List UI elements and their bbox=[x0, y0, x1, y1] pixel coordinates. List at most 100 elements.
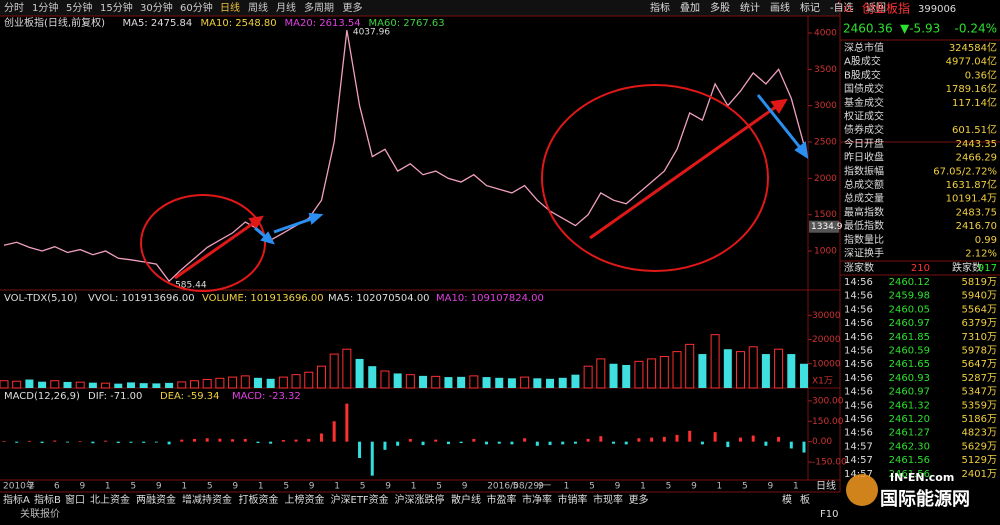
volume-bar bbox=[571, 374, 580, 388]
stat-label: 指数量比 bbox=[844, 233, 884, 246]
volume-bar bbox=[152, 383, 161, 388]
stat-label: 国债成交 bbox=[844, 82, 884, 95]
volume-bar bbox=[405, 374, 415, 389]
x-tick-label: 9 bbox=[156, 482, 162, 492]
period-tab[interactable]: 30分钟 bbox=[140, 1, 173, 14]
bottom-tab[interactable]: 市盈率 bbox=[487, 493, 517, 506]
bottom-tab[interactable]: 散户线 bbox=[451, 493, 481, 506]
bottom-tab[interactable]: 指标B bbox=[34, 493, 61, 506]
annotations bbox=[140, 84, 809, 292]
bottom-tab[interactable]: 沪深ETF资金 bbox=[331, 493, 389, 506]
volume-bar bbox=[38, 381, 47, 388]
tick-volume: 5287万 bbox=[962, 373, 997, 384]
period-tab[interactable]: 60分钟 bbox=[180, 1, 213, 14]
bottom-tab[interactable]: 市净率 bbox=[522, 493, 552, 506]
bottom-tab[interactable]: 北上资金 bbox=[90, 493, 130, 506]
y-tick-label: -150.00 bbox=[812, 458, 847, 468]
volume-bar bbox=[63, 381, 72, 388]
period-tab[interactable]: 更多 bbox=[343, 1, 363, 14]
x-tick-label: 9 bbox=[462, 482, 468, 492]
ma-label: MA60: 2767.63 bbox=[369, 18, 445, 29]
tool-button[interactable]: 指标 bbox=[650, 1, 670, 14]
tick-price: 2462.30 bbox=[889, 441, 930, 452]
period-tab[interactable]: 5分钟 bbox=[66, 1, 92, 14]
period-tab[interactable]: 1分钟 bbox=[32, 1, 58, 14]
bottom-tab[interactable]: 增减持资金 bbox=[182, 493, 232, 506]
volume-bar bbox=[507, 378, 516, 388]
x-tick-label: 2016/08/29/一 bbox=[487, 482, 551, 492]
tool-button[interactable]: 多股 bbox=[710, 1, 730, 14]
volume-bar bbox=[202, 379, 212, 389]
tick-volume: 5978万 bbox=[962, 346, 997, 357]
bottom-tab[interactable]: 两融资金 bbox=[136, 493, 176, 506]
breadth: 涨家数 bbox=[844, 261, 874, 274]
stat-label: 指数振幅 bbox=[844, 164, 884, 177]
watermark: IN-EN.com 国际能源网 bbox=[846, 471, 970, 510]
bottom-tab[interactable]: 更多 bbox=[629, 493, 649, 506]
bottom-tab[interactable]: 打板资金 bbox=[239, 493, 279, 506]
y-tick-label: 3000 bbox=[814, 101, 837, 111]
bottom-button[interactable]: 板 bbox=[800, 493, 810, 506]
stat-value: 0.36亿 bbox=[965, 68, 997, 81]
bottom-tab[interactable]: 市销率 bbox=[558, 493, 588, 506]
bottom-tab[interactable]: 沪深涨跌停 bbox=[395, 493, 445, 506]
period-tab[interactable]: 月线 bbox=[276, 1, 296, 14]
volume-bar bbox=[647, 358, 657, 389]
period-tab[interactable]: 15分钟 bbox=[100, 1, 133, 14]
y-tick-label: 30000 bbox=[812, 311, 841, 321]
tool-button[interactable]: 返回 bbox=[866, 2, 886, 14]
volume-bar bbox=[609, 363, 618, 388]
stat-value: 0.99 bbox=[975, 235, 997, 246]
stat-label: 总成交额 bbox=[844, 178, 884, 191]
volume-bar bbox=[444, 377, 453, 388]
bottom-tab[interactable]: 市现率 bbox=[593, 493, 623, 506]
stat-label: 深总市值 bbox=[844, 41, 884, 54]
volume-bar bbox=[240, 375, 250, 389]
tool-button[interactable]: -自选 bbox=[830, 1, 854, 14]
breadth: 跌家数 bbox=[952, 261, 982, 274]
x-tick-label: 5 bbox=[436, 482, 442, 492]
bottom-button[interactable]: F10 bbox=[820, 509, 838, 520]
macd-stat: MACD: -23.32 bbox=[232, 391, 301, 402]
tick-time: 14:56 bbox=[844, 400, 873, 411]
stat-value: 2.12% bbox=[965, 249, 997, 260]
volume-bar bbox=[495, 377, 504, 388]
breadth: 917 bbox=[978, 263, 997, 274]
y-tick-label: 10000 bbox=[812, 359, 841, 369]
tool-button[interactable]: 统计 bbox=[740, 1, 760, 14]
bottom-tab[interactable]: 指标A bbox=[3, 493, 30, 506]
tool-button[interactable]: 画线 bbox=[770, 1, 790, 14]
tool-button[interactable]: 叠加 bbox=[680, 2, 700, 14]
tick-volume: 5819万 bbox=[962, 277, 997, 288]
stat-value: 2416.70 bbox=[956, 221, 997, 232]
panel-borders bbox=[0, 0, 1000, 493]
stat-value: 324584亿 bbox=[949, 41, 997, 54]
stat-label: B股成交 bbox=[844, 68, 881, 81]
volume-bar bbox=[596, 358, 606, 389]
ma-label: MA20: 2613.54 bbox=[285, 18, 361, 29]
period-tab[interactable]: 日线 bbox=[220, 1, 240, 14]
bottom-tab[interactable]: 上榜资金 bbox=[285, 493, 325, 506]
stat-value: 4977.04亿 bbox=[946, 55, 997, 68]
toolbar-bg bbox=[0, 0, 840, 16]
y-tick-label: 2500 bbox=[814, 138, 837, 148]
bottom-button[interactable]: 模 bbox=[782, 494, 792, 506]
volume-bar bbox=[355, 358, 364, 388]
period-tab[interactable]: 多周期 bbox=[304, 1, 334, 14]
period-tab[interactable]: 分时 bbox=[4, 2, 24, 14]
tick-time: 14:56 bbox=[844, 304, 873, 315]
volume-bar bbox=[25, 379, 34, 388]
volume-bar bbox=[546, 378, 555, 388]
bottom-strip[interactable]: 关联报价 bbox=[20, 507, 60, 520]
tick-price: 2460.97 bbox=[889, 318, 930, 329]
stat-value: 1631.87亿 bbox=[946, 178, 997, 191]
bottom-tab[interactable]: 窗口 bbox=[65, 493, 85, 506]
macd-stat: DEA: -59.34 bbox=[160, 391, 219, 402]
x-tick-label: 9 bbox=[309, 482, 315, 492]
tool-button[interactable]: 标记 bbox=[800, 2, 820, 14]
volume-bar bbox=[393, 373, 402, 388]
period-tab[interactable]: 周线 bbox=[248, 1, 268, 14]
tick-price: 2460.93 bbox=[889, 373, 930, 384]
y-tick-label: 300.00 bbox=[812, 396, 844, 406]
bottom-button[interactable]: 日线 bbox=[816, 479, 836, 492]
